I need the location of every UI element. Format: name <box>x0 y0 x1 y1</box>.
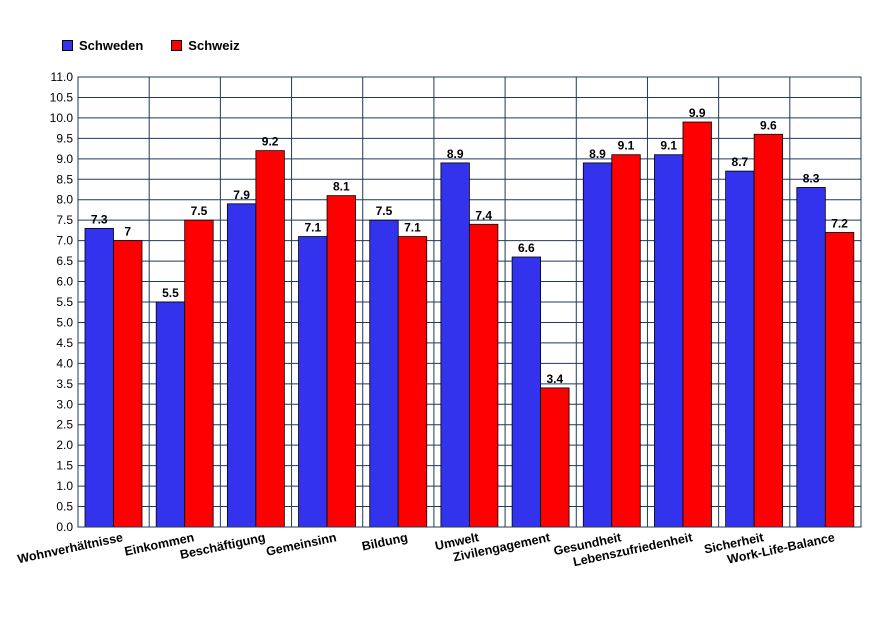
data-label: 8.9 <box>447 147 464 161</box>
y-tick-label: 6.0 <box>56 275 73 289</box>
data-label: 7 <box>124 225 131 239</box>
data-label: 7.5 <box>191 204 208 218</box>
data-label: 7.2 <box>831 216 848 230</box>
y-tick-label: 8.0 <box>56 193 73 207</box>
data-label: 8.3 <box>803 171 820 185</box>
y-tick-label: 1.5 <box>56 459 73 473</box>
y-tick-label: 7.0 <box>56 234 73 248</box>
data-label: 3.4 <box>546 372 563 386</box>
y-tick-label: 4.5 <box>56 336 73 350</box>
bar-schweden-8 <box>654 154 684 528</box>
y-tick-label: 7.5 <box>56 213 73 227</box>
bar-schweden-10 <box>796 187 826 528</box>
data-label: 5.5 <box>162 286 179 300</box>
data-label: 6.6 <box>518 241 535 255</box>
x-tick-label: Bildung <box>361 530 409 553</box>
data-label: 8.7 <box>732 155 749 169</box>
legend-swatch-schweden <box>62 40 73 51</box>
y-tick-label: 4.0 <box>56 356 73 370</box>
y-tick-label: 9.5 <box>56 131 73 145</box>
legend-swatch-schweiz <box>171 40 183 51</box>
data-label: 7.3 <box>91 212 108 226</box>
y-tick-label: 2.0 <box>56 438 73 452</box>
bar-schweiz-8 <box>682 121 712 528</box>
y-tick-label: 5.0 <box>56 315 73 329</box>
data-label: 7.1 <box>404 221 421 235</box>
legend-item-schweiz: Schweiz <box>171 38 240 53</box>
data-label: 8.9 <box>589 147 606 161</box>
y-tick-label: 10.0 <box>50 111 74 125</box>
data-label: 9.1 <box>618 139 635 153</box>
y-tick-label: 3.5 <box>56 377 73 391</box>
bar-schweiz-0 <box>113 240 143 528</box>
data-label: 8.1 <box>333 180 350 194</box>
x-tick-label: Gemeinsinn <box>265 530 338 559</box>
bar-schweden-2 <box>226 203 257 528</box>
x-tick-label: Wohnverhältnisse <box>16 530 124 566</box>
data-label: 7.5 <box>376 204 393 218</box>
bar-schweden-1 <box>155 301 186 528</box>
y-tick-label: 9.0 <box>56 152 73 166</box>
y-tick-label: 11.0 <box>51 70 74 84</box>
y-tick-label: 3.0 <box>56 397 73 411</box>
y-tick-label: 8.5 <box>56 172 73 186</box>
data-label: 9.6 <box>760 118 777 132</box>
data-label: 9.9 <box>689 106 706 120</box>
y-tick-label: 2.5 <box>56 418 73 432</box>
plot-frame <box>77 76 862 528</box>
bar-schweiz-9 <box>753 133 784 528</box>
bar-schweiz-2 <box>255 150 285 528</box>
y-tick-label: 0.5 <box>56 500 73 514</box>
legend-label-schweiz: Schweiz <box>188 38 240 53</box>
bar-schweiz-4 <box>397 236 428 528</box>
bar-schweden-6 <box>511 256 541 528</box>
bar-schweiz-7 <box>611 154 641 528</box>
data-label: 7.9 <box>233 188 250 202</box>
bar-schweiz-1 <box>184 219 214 528</box>
bar-schweden-3 <box>298 236 328 528</box>
y-tick-label: 0.0 <box>56 520 73 534</box>
bar-schweiz-5 <box>469 223 499 528</box>
y-tick-label: 1.0 <box>56 479 73 493</box>
data-label: 9.1 <box>660 139 677 153</box>
bar-schweden-5 <box>440 162 470 528</box>
data-label: 7.4 <box>475 208 492 222</box>
y-tick-label: 6.5 <box>56 254 73 268</box>
legend-label-schweden: Schweden <box>79 38 144 53</box>
y-tick-label: 10.5 <box>50 90 74 104</box>
bar-schweden-0 <box>84 227 114 528</box>
bar-schweden-4 <box>369 219 399 528</box>
data-label: 9.2 <box>262 135 279 149</box>
bar-schweiz-3 <box>326 195 356 528</box>
bar-schweiz-10 <box>824 232 855 528</box>
data-label: 7.1 <box>304 221 321 235</box>
bar-schweiz-6 <box>540 387 570 528</box>
legend-item-schweden: Schweden <box>62 38 143 53</box>
bar-schweden-9 <box>725 170 755 528</box>
bar-schweden-7 <box>582 162 613 528</box>
legend: Schweden Schweiz <box>62 38 268 53</box>
y-tick-label: 5.5 <box>56 295 73 309</box>
